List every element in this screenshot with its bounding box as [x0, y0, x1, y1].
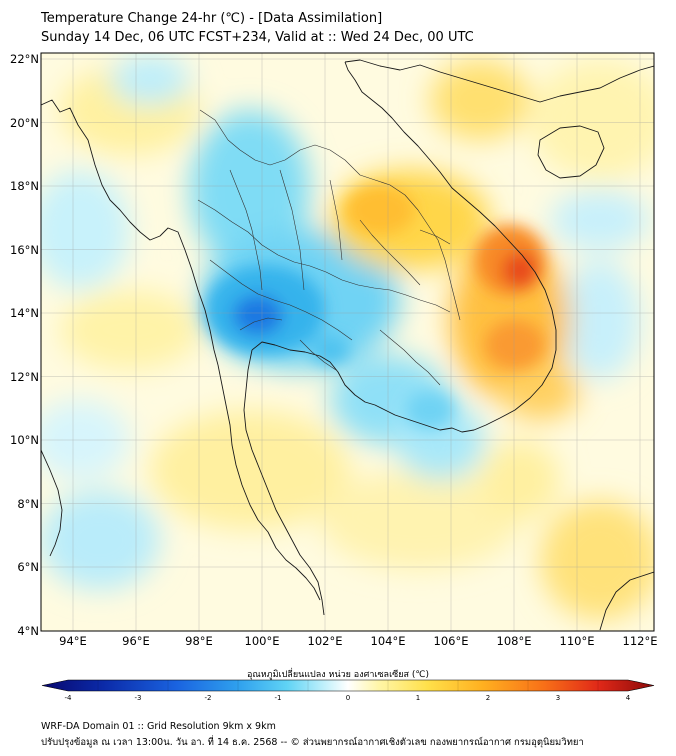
lon-label: 106°E	[434, 634, 469, 648]
lat-label: 12°N	[10, 370, 39, 384]
lat-label: 14°N	[10, 306, 39, 320]
lon-label: 112°E	[623, 634, 658, 648]
lon-label: 110°E	[560, 634, 595, 648]
colorbar-tick: 2	[486, 694, 490, 702]
coastlines	[41, 59, 654, 631]
chart-title: Temperature Change 24-hr (℃) - [Data Ass…	[41, 11, 383, 26]
latitude-labels: 22°N 20°N 18°N 16°N 14°N 12°N 10°N 8°N 6…	[10, 52, 39, 638]
footer-credit: ปรับปรุงข้อมูล ณ เวลา 13:00น. วัน อา. ที…	[41, 737, 584, 748]
lon-label: 96°E	[122, 634, 150, 648]
colorbar-tick: -3	[135, 694, 142, 702]
temperature-field	[41, 53, 654, 631]
lat-label: 20°N	[10, 116, 39, 130]
colorbar-tick: 4	[626, 694, 631, 702]
lon-label: 104°E	[371, 634, 406, 648]
colorbar-tick: -4	[65, 694, 73, 702]
lon-label: 102°E	[308, 634, 343, 648]
colorbar-title: อุณหภูมิเปลี่ยนแปลง หน่วย องศาเซลเซียส (…	[246, 670, 430, 680]
lat-label: 16°N	[10, 243, 39, 257]
lon-label: 94°E	[59, 634, 87, 648]
lat-label: 18°N	[10, 179, 39, 193]
lat-label: 4°N	[17, 624, 39, 638]
admin-boundaries	[197, 109, 461, 386]
lat-label: 6°N	[17, 560, 39, 574]
colorbar-tick: 1	[416, 694, 420, 702]
lon-label: 108°E	[497, 634, 532, 648]
footer-model-info: WRF-DA Domain 01 :: Grid Resolution 9km …	[41, 721, 276, 732]
colorbar-tick: -2	[205, 694, 212, 702]
colorbar: -4 -3 -2 -1 0 1 2 3 4	[41, 679, 655, 702]
lat-label: 22°N	[10, 52, 39, 66]
map-frame	[40, 52, 655, 632]
lat-label: 8°N	[17, 497, 39, 511]
longitude-labels: 94°E 96°E 98°E 100°E 102°E 104°E 106°E 1…	[59, 634, 657, 648]
colorbar-tick: 0	[346, 694, 350, 702]
colorbar-tick: -1	[275, 694, 282, 702]
lon-label: 98°E	[185, 634, 213, 648]
chart-subtitle: Sunday 14 Dec, 06 UTC FCST+234, Valid at…	[41, 30, 474, 45]
colorbar-tick: 3	[556, 694, 560, 702]
lon-label: 100°E	[245, 634, 280, 648]
lat-label: 10°N	[10, 433, 39, 447]
